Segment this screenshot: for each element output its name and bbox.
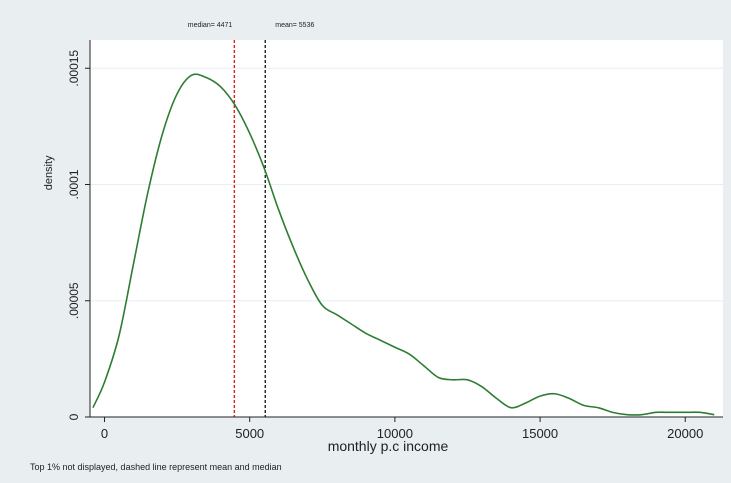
y-axis-label: density — [43, 155, 55, 190]
x-tick-label: 20000 — [667, 426, 703, 441]
axes: 0 .00005 .0001 .00015 0 5000 10000 15000 20000 — [67, 40, 723, 441]
density-curve — [92, 73, 715, 416]
chart-note: Top 1% not displayed, dashed line repres… — [30, 462, 282, 472]
y-tick-label: .0001 — [67, 169, 81, 199]
x-tick-label: 5000 — [235, 426, 264, 441]
grid-lines — [90, 67, 723, 302]
x-tick-label: 15000 — [522, 426, 558, 441]
x-tick-label: 10000 — [377, 426, 413, 441]
x-axis-label: monthly p.c income — [328, 438, 449, 454]
chart-frame: median= 4471 mean= 5536 0 .00005 .0001 .0001… — [18, 10, 731, 483]
plot-area — [90, 40, 723, 417]
density-chart: median= 4471 mean= 5536 0 .00005 .0001 .0001… — [30, 22, 723, 472]
x-tick-label: 0 — [101, 426, 108, 441]
y-tick-label: .00015 — [67, 50, 81, 87]
y-tick-label: .00005 — [67, 282, 81, 319]
y-tick-label: 0 — [67, 413, 81, 420]
reference-line-label: mean= 5536 — [275, 22, 314, 29]
reference-line-label: median= 4471 — [188, 22, 233, 29]
